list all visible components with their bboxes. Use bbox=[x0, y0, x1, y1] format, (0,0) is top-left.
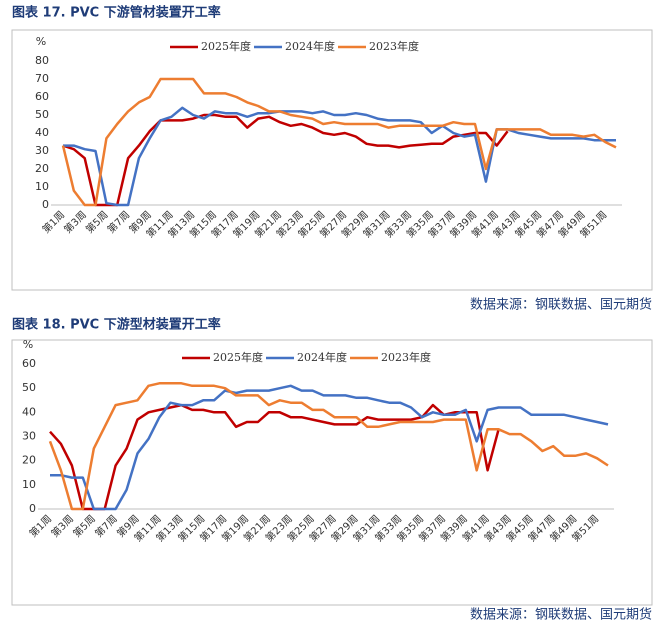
series-line bbox=[61, 77, 617, 207]
y-tick-label: 0 bbox=[42, 198, 49, 211]
series-line bbox=[62, 113, 509, 207]
legend-label: 2025年度 bbox=[213, 350, 263, 364]
x-tick-label: 第5周 bbox=[83, 208, 111, 236]
legend-label: 2025年度 bbox=[201, 39, 251, 53]
x-tick-label: 第7周 bbox=[92, 512, 120, 540]
series-line bbox=[63, 106, 616, 207]
y-tick-label: 10 bbox=[22, 478, 36, 491]
chart-frame bbox=[11, 29, 653, 291]
y-tick-label: 40 bbox=[22, 405, 36, 418]
y-tick-label: 50 bbox=[35, 108, 49, 121]
y-unit: % bbox=[36, 35, 46, 48]
y-tick-label: 60 bbox=[35, 90, 49, 103]
y-tick-label: 0 bbox=[29, 502, 36, 515]
y-tick-label: 50 bbox=[22, 381, 36, 394]
y-tick-label: 40 bbox=[35, 126, 49, 139]
x-tick-label: 第3周 bbox=[48, 512, 76, 540]
series-line bbox=[49, 403, 500, 511]
y-tick-label: 30 bbox=[35, 144, 49, 157]
x-tick-label: 第1周 bbox=[26, 512, 54, 540]
series-line bbox=[50, 384, 609, 511]
source-note: 数据来源：钢联数据、国元期货 bbox=[470, 607, 652, 623]
y-tick-label: 70 bbox=[35, 72, 49, 85]
y-tick-label: 10 bbox=[35, 180, 49, 193]
x-tick-label: 第1周 bbox=[39, 208, 67, 236]
legend-label: 2024年度 bbox=[297, 350, 347, 364]
source-note: 数据来源：钢联数据、国元期货 bbox=[470, 297, 652, 313]
y-unit: % bbox=[23, 338, 33, 351]
series-line bbox=[48, 382, 609, 511]
x-tick-label: 第7周 bbox=[104, 208, 132, 236]
y-tick-label: 60 bbox=[22, 357, 36, 370]
x-tick-label: 第5周 bbox=[70, 512, 98, 540]
legend-label: 2023年度 bbox=[381, 350, 431, 364]
y-tick-label: 20 bbox=[22, 454, 36, 467]
legend-label: 2023年度 bbox=[369, 39, 419, 53]
chart-title: 图表 18. PVC 下游型材装置开工率 bbox=[12, 317, 221, 333]
chart-frame bbox=[11, 339, 653, 606]
y-tick-label: 80 bbox=[35, 54, 49, 67]
x-tick-label: 第3周 bbox=[61, 208, 89, 236]
legend-label: 2024年度 bbox=[285, 39, 335, 53]
y-tick-label: 20 bbox=[35, 162, 49, 175]
chart-title: 图表 17. PVC 下游管材装置开工率 bbox=[12, 5, 221, 21]
y-tick-label: 30 bbox=[22, 430, 36, 443]
